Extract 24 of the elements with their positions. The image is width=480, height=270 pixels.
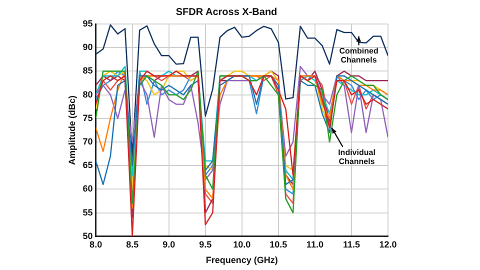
y-tick-label: 50 — [82, 230, 93, 241]
y-tick-label: 75 — [82, 112, 93, 123]
y-axis-title: Amplitude (dBc) — [66, 95, 77, 165]
x-tick-label: 8.5 — [126, 239, 139, 250]
x-tick-label: 8.0 — [90, 239, 102, 250]
x-axis-title: Frequency (GHz) — [206, 255, 278, 266]
y-tick-label: 65 — [82, 160, 93, 170]
y-tick-label: 80 — [82, 89, 93, 100]
annotation: Individual Channels — [338, 148, 376, 166]
x-tick-label: 9.5 — [199, 239, 212, 250]
y-tick-label: 90 — [82, 42, 93, 52]
chart-title: SFDR Across X-Band — [176, 6, 278, 18]
x-tick-label: 9.0 — [162, 239, 176, 250]
annotation: Combined Channels — [339, 46, 378, 64]
y-tick-label: 55 — [82, 207, 93, 218]
x-tick-label: 10.0 — [233, 239, 251, 250]
y-tick-label: 70 — [82, 136, 93, 146]
y-tick-label: 95 — [82, 18, 93, 28]
x-tick-label: 12.0 — [379, 239, 397, 250]
x-tick-label: 11.5 — [342, 239, 360, 250]
x-tick-label: 11.0 — [306, 239, 324, 250]
y-tick-label: 60 — [82, 184, 93, 194]
x-tick-label: 10.5 — [270, 239, 288, 250]
y-tick-label: 85 — [82, 66, 93, 76]
